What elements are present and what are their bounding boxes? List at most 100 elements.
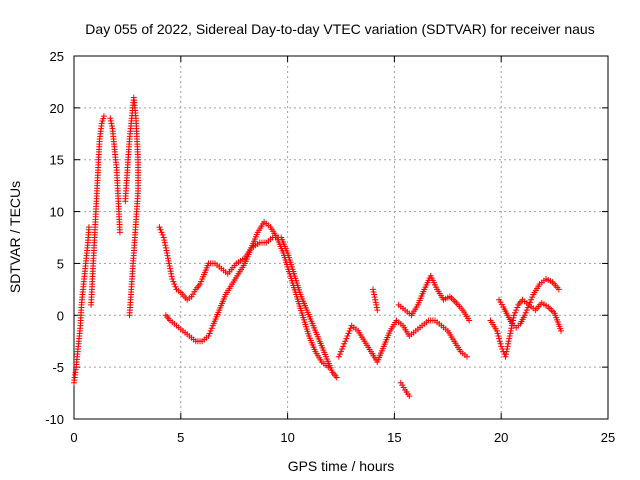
series-s4 <box>122 94 142 319</box>
series-s7 <box>335 317 471 365</box>
data-point <box>107 115 114 122</box>
data-point <box>85 224 92 231</box>
data-point <box>160 234 167 241</box>
data-point <box>156 224 163 231</box>
data-point <box>161 239 168 246</box>
data-point <box>506 333 513 340</box>
data-point <box>508 325 515 332</box>
data-point <box>374 307 381 314</box>
data-point <box>529 294 536 301</box>
data-point <box>107 117 114 124</box>
data-point <box>197 281 204 288</box>
data-point <box>343 335 350 342</box>
data-point <box>495 333 502 340</box>
data-point <box>514 304 521 311</box>
data-point <box>164 255 171 262</box>
data-point <box>505 340 512 347</box>
x-tick-label: 15 <box>387 430 401 445</box>
y-tick-label: -10 <box>45 412 64 427</box>
y-tick-label: 0 <box>57 308 64 323</box>
data-point <box>503 351 510 358</box>
data-point <box>558 327 565 334</box>
tick-marks <box>73 55 609 420</box>
data-point <box>504 345 511 352</box>
data-point <box>503 348 510 355</box>
data-point <box>510 314 517 321</box>
series-s5 <box>156 224 340 381</box>
x-tick-label: 25 <box>601 430 615 445</box>
data-point <box>198 278 205 285</box>
data-point <box>159 231 166 238</box>
x-tick-label: 20 <box>494 430 508 445</box>
data-point <box>497 340 504 347</box>
series-s8 <box>370 286 381 314</box>
data-point <box>371 291 378 298</box>
data-point <box>157 226 164 233</box>
data-point <box>347 325 354 332</box>
data-point <box>333 374 340 381</box>
data-point <box>339 345 346 352</box>
data-point <box>340 343 347 350</box>
data-point <box>371 294 378 301</box>
grid-lines <box>74 56 608 419</box>
data-point <box>208 325 215 332</box>
data-point <box>346 327 353 334</box>
y-tick-label: 15 <box>50 153 64 168</box>
data-point <box>494 330 501 337</box>
data-point <box>506 335 513 342</box>
data-point <box>335 353 342 360</box>
data-point <box>162 244 169 251</box>
data-point <box>172 283 179 290</box>
data-point <box>205 333 212 340</box>
data-point <box>108 123 115 130</box>
data-point <box>325 364 332 371</box>
series-s10 <box>395 272 473 324</box>
data-point <box>163 247 170 254</box>
data-point <box>507 330 514 337</box>
y-tick-label: 5 <box>57 256 64 271</box>
data-point <box>522 309 529 316</box>
chart-title: Day 055 of 2022, Sidereal Day-to-day VTE… <box>85 21 594 37</box>
data-point <box>502 353 509 360</box>
data-point <box>336 351 343 358</box>
data-point <box>373 301 380 308</box>
data-point <box>372 296 379 303</box>
data-point <box>171 281 178 288</box>
data-point <box>370 288 377 295</box>
data-point <box>206 330 213 337</box>
x-axis-label: GPS time / hours <box>288 458 395 474</box>
data-point <box>466 317 473 324</box>
data-point <box>338 348 344 355</box>
data-point <box>345 330 352 337</box>
tick-labels: 0 5 10 15 20 25 -10 -5 0 5 10 15 20 25 <box>45 49 615 445</box>
x-tick-label: 10 <box>280 430 294 445</box>
data-point <box>108 120 115 127</box>
data-point <box>493 327 500 334</box>
data-point <box>168 270 175 277</box>
y-axis-label: SDTVAR / TECUs <box>7 181 23 293</box>
data-point <box>513 307 520 314</box>
x-tick-label: 5 <box>177 430 184 445</box>
data-point <box>508 322 515 329</box>
data-point <box>498 343 505 350</box>
data-point <box>165 257 172 264</box>
data-point <box>512 309 519 316</box>
data-points <box>71 94 565 400</box>
plot-frame <box>73 55 609 420</box>
data-point <box>509 320 516 327</box>
data-point <box>163 250 170 257</box>
data-point <box>168 273 175 280</box>
data-point <box>555 286 562 293</box>
data-point <box>507 327 514 334</box>
data-point <box>342 338 349 345</box>
data-point <box>126 312 133 319</box>
data-point <box>505 338 512 345</box>
data-point <box>406 393 413 400</box>
y-tick-label: -5 <box>52 360 64 375</box>
y-tick-label: 10 <box>50 205 64 220</box>
data-point <box>167 265 174 272</box>
data-point <box>116 229 123 236</box>
series-s12 <box>487 296 565 360</box>
data-point <box>528 296 535 303</box>
x-tick-label: 0 <box>70 430 77 445</box>
